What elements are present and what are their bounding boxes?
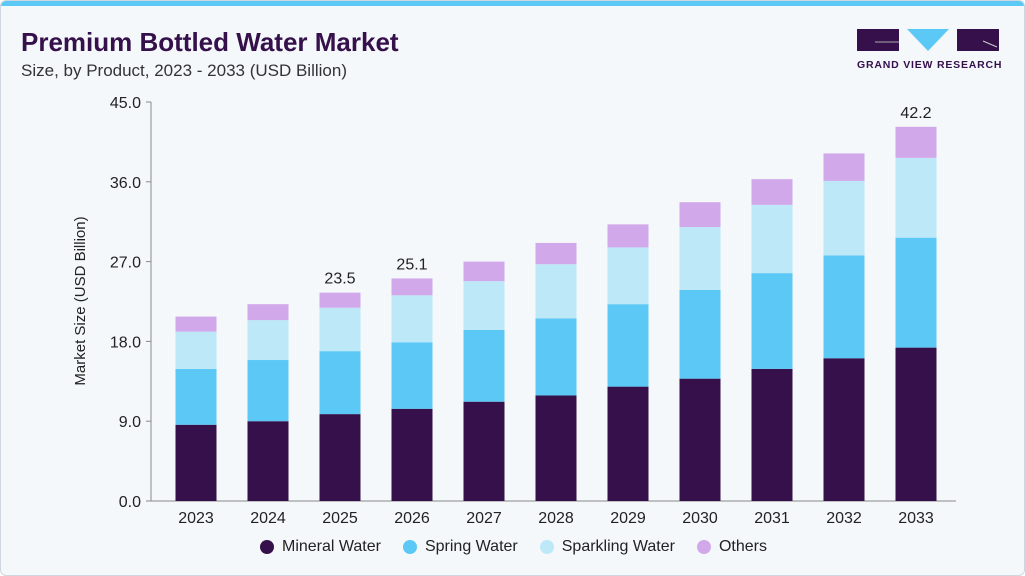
bar-segment-others xyxy=(607,224,649,248)
bar-segment-spring-water xyxy=(535,318,577,396)
x-tick-label: 2026 xyxy=(394,510,430,527)
bar-segment-mineral-water xyxy=(391,408,433,501)
bar-segment-mineral-water xyxy=(607,386,649,501)
bar-segment-spring-water xyxy=(463,329,505,402)
x-tick-label: 2031 xyxy=(754,510,790,527)
grand-view-research-logo xyxy=(857,29,999,51)
x-tick-label: 2025 xyxy=(322,510,358,527)
bar-segment-mineral-water xyxy=(463,401,505,501)
legend-item: Spring Water xyxy=(402,538,518,556)
bar-segment-others xyxy=(823,153,865,181)
y-tick-label: 45.0 xyxy=(110,95,141,112)
bar-segment-others xyxy=(175,316,217,332)
bar-segment-mineral-water xyxy=(895,347,937,501)
bar-segment-spring-water xyxy=(247,360,289,422)
x-tick-label: 2023 xyxy=(178,510,214,527)
y-tick-label: 27.0 xyxy=(110,255,141,272)
legend: Mineral Water Spring Water Sparkling Water… xyxy=(1,538,1024,556)
bar-segment-others xyxy=(247,304,289,321)
bar-segment-sparkling-water xyxy=(751,204,793,274)
x-tick-label: 2030 xyxy=(682,510,718,527)
bar-segment-mineral-water xyxy=(175,424,217,501)
bar-segment-mineral-water xyxy=(319,414,361,501)
y-tick-label: 36.0 xyxy=(110,175,141,192)
legend-dot-icon xyxy=(696,540,711,554)
bar-segment-others xyxy=(391,278,433,296)
bar-segment-spring-water xyxy=(391,342,433,409)
bar-segment-sparkling-water xyxy=(463,281,505,330)
legend-item: Sparkling Water xyxy=(539,538,675,556)
data-label: 42.2 xyxy=(900,105,931,122)
legend-label: Mineral Water xyxy=(281,538,381,555)
y-tick-label: 9.0 xyxy=(119,414,141,431)
bar-segment-sparkling-water xyxy=(607,247,649,305)
legend-item: Mineral Water xyxy=(259,538,381,556)
bar-segment-spring-water xyxy=(607,304,649,387)
legend-label: Spring Water xyxy=(424,538,518,555)
accent-stripe xyxy=(1,1,1024,6)
bar-segment-spring-water xyxy=(679,289,721,379)
y-tick-label: 0.0 xyxy=(119,494,141,511)
bar-segment-spring-water xyxy=(895,237,937,348)
bar-segment-others xyxy=(751,179,793,205)
y-tick-label: 18.0 xyxy=(110,334,141,351)
bar-segment-mineral-water xyxy=(823,358,865,501)
legend-label: Sparkling Water xyxy=(561,538,675,555)
x-tick-label: 2027 xyxy=(466,510,502,527)
legend-dot-icon xyxy=(259,540,274,554)
bar-segment-mineral-water xyxy=(751,368,793,501)
chart-subtitle: Size, by Product, 2023 - 2033 (USD Billi… xyxy=(21,61,347,80)
x-tick-label: 2028 xyxy=(538,510,574,527)
data-label: 25.1 xyxy=(396,256,427,273)
bar-segment-spring-water xyxy=(175,368,217,425)
bar-segment-sparkling-water xyxy=(679,227,721,290)
bar-segment-others xyxy=(463,261,505,282)
bar-segment-mineral-water xyxy=(247,421,289,501)
bar-segment-sparkling-water xyxy=(319,307,361,352)
bar-segment-mineral-water xyxy=(679,378,721,501)
legend-dot-icon xyxy=(539,540,554,554)
x-tick-label: 2033 xyxy=(898,510,934,527)
bar-segment-sparkling-water xyxy=(823,180,865,256)
bar-segment-sparkling-water xyxy=(391,295,433,343)
bar-segment-others xyxy=(895,126,937,158)
legend-dot-icon xyxy=(402,540,417,554)
bar-segment-spring-water xyxy=(319,351,361,415)
legend-label: Others xyxy=(718,538,767,555)
logo-text: GRAND VIEW RESEARCH xyxy=(857,59,1003,71)
x-tick-label: 2024 xyxy=(250,510,286,527)
bar-segment-sparkling-water xyxy=(895,157,937,238)
bar-segment-others xyxy=(319,292,361,308)
chart-title: Premium Bottled Water Market xyxy=(21,27,399,57)
data-label: 23.5 xyxy=(324,271,355,288)
bar-segment-others xyxy=(535,242,577,265)
bar-segment-sparkling-water xyxy=(247,320,289,361)
bar-segment-spring-water xyxy=(823,255,865,359)
x-tick-label: 2032 xyxy=(826,510,862,527)
bar-segment-others xyxy=(679,202,721,228)
bar-segment-sparkling-water xyxy=(175,331,217,369)
bar-segment-spring-water xyxy=(751,273,793,369)
legend-item: Others xyxy=(696,538,767,556)
bar-segment-sparkling-water xyxy=(535,264,577,319)
bar-segment-mineral-water xyxy=(535,395,577,501)
x-tick-label: 2029 xyxy=(610,510,646,527)
y-axis-label: Market Size (USD Billion) xyxy=(72,216,89,385)
